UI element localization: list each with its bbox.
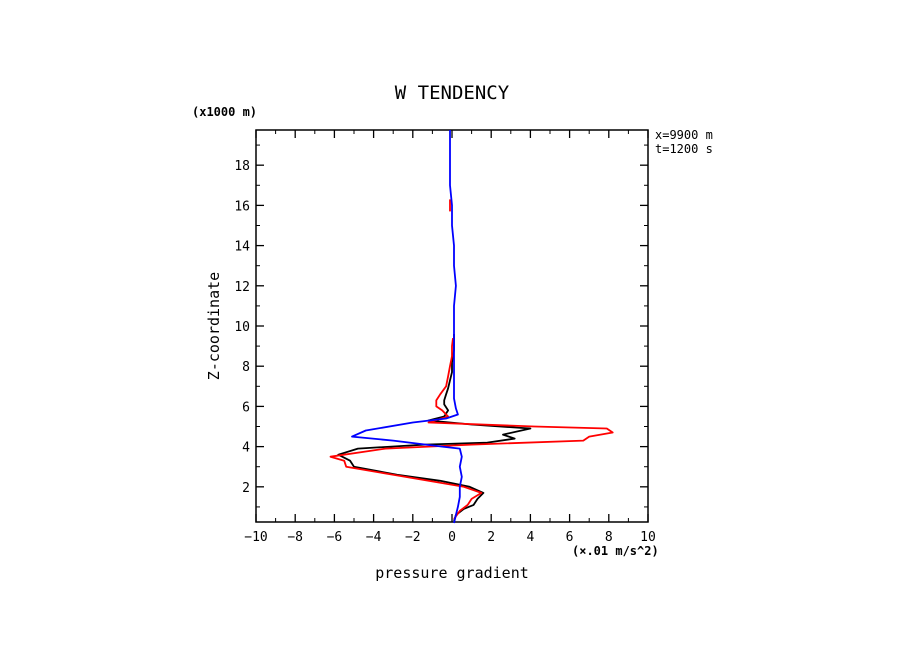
y-axis-label: Z-coordinate xyxy=(205,272,223,380)
x-axis-unit: (×.01 m/s^2) xyxy=(572,544,659,558)
series-line-3 xyxy=(351,130,463,524)
y-tick-label: 18 xyxy=(234,159,250,174)
series-line-0 xyxy=(337,334,532,522)
y-axis-unit: (x1000 m) xyxy=(192,105,257,119)
x-tick-label: −6 xyxy=(327,530,343,545)
y-tick-label: 6 xyxy=(242,400,250,415)
y-tick-label: 16 xyxy=(234,199,250,214)
x-tick-label: 6 xyxy=(566,530,574,545)
y-tick-label: 10 xyxy=(234,320,250,335)
x-axis-label: pressure gradient xyxy=(375,564,529,582)
x-axis-ticks: −10 −8 −6 −4 −2 0 2 4 6 8 10 xyxy=(244,130,656,545)
x-tick-label: 8 xyxy=(605,530,613,545)
x-tick-label: 0 xyxy=(448,530,456,545)
y-tick-label: 2 xyxy=(242,481,250,496)
y-tick-label: 4 xyxy=(242,441,250,456)
x-tick-label: −2 xyxy=(405,530,421,545)
annotation-x-position: x=9900 m xyxy=(655,128,713,142)
y-axis-ticks: 2 4 6 8 10 12 14 16 18 xyxy=(234,144,648,508)
y-tick-label: 8 xyxy=(242,360,250,375)
x-tick-label: 10 xyxy=(640,530,656,545)
annotation-time: t=1200 s xyxy=(655,142,713,156)
x-tick-label: 2 xyxy=(487,530,495,545)
series-line-1 xyxy=(329,337,614,520)
chart-title: W TENDENCY xyxy=(395,82,510,104)
x-tick-label: 4 xyxy=(526,530,534,545)
series-layer xyxy=(329,130,614,524)
y-tick-label: 14 xyxy=(234,240,250,255)
x-tick-label: −4 xyxy=(366,530,382,545)
x-tick-label: −10 xyxy=(244,530,267,545)
plot-frame xyxy=(255,129,649,523)
x-tick-label: −8 xyxy=(287,530,303,545)
y-tick-label: 12 xyxy=(234,280,250,295)
